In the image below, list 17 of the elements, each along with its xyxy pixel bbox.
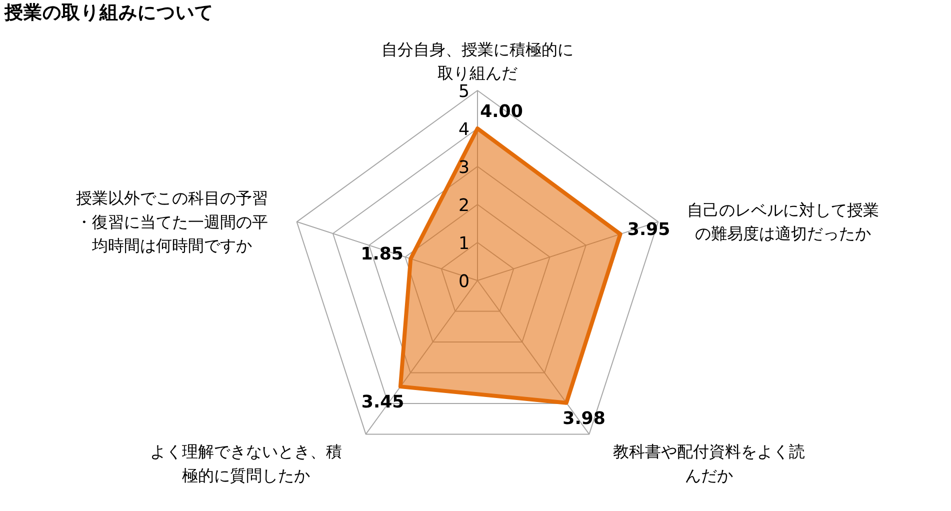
spoke-label: 教科書や配付資料をよく読んだか: [613, 442, 806, 485]
data-label: 1.85: [360, 244, 404, 265]
data-label: 4.00: [480, 102, 523, 122]
spoke-label: 自分自身、授業に積極的に取り組んだ: [382, 40, 574, 82]
spoke-label: 授業以外でこの科目の予習・復習に当てた一週間の平均時間は何時間ですか: [76, 188, 268, 256]
y-tick-label: 1: [458, 234, 470, 254]
spoke-label: よく理解できないとき、積極的に質問したか: [150, 442, 342, 485]
data-label: 3.98: [562, 408, 606, 429]
spoke-label: 自己のレベルに対して授業の難易度は適切だったか: [687, 200, 880, 244]
data-label: 3.45: [361, 392, 404, 413]
y-tick-label: 2: [458, 196, 470, 216]
y-tick-label: 3: [458, 158, 470, 178]
y-tick-label: 4: [458, 120, 470, 140]
y-tick-label: 0: [458, 272, 470, 292]
chart-title: 授業の取り組みについて: [4, 2, 214, 24]
data-label: 3.95: [627, 220, 670, 240]
y-tick-label: 5: [458, 82, 470, 102]
